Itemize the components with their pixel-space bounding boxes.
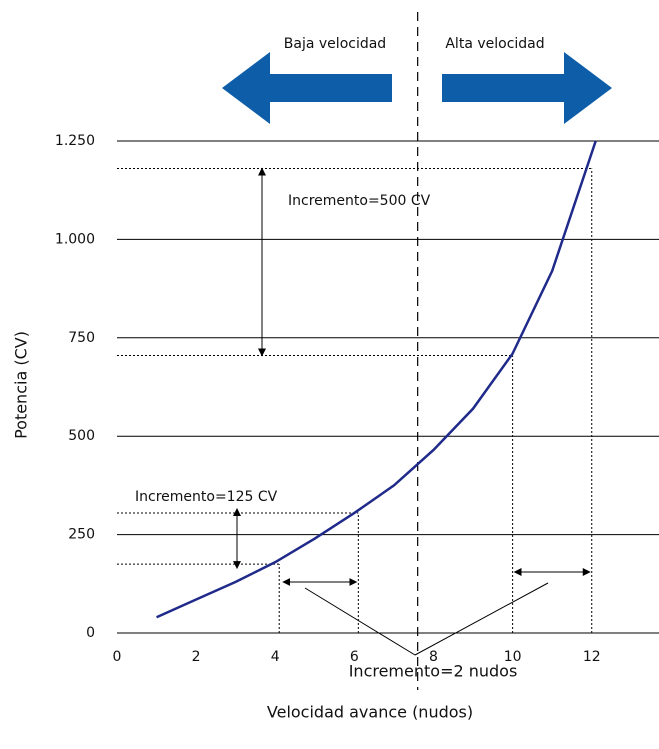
series-line — [156, 140, 597, 619]
annotation: Baja velocidad — [284, 36, 386, 52]
x-tick-label: 0 — [113, 649, 122, 665]
y-tick-label: 1.000 — [55, 231, 95, 247]
x-tick-label: 4 — [271, 649, 280, 665]
annotation: Alta velocidad — [445, 36, 544, 52]
pointer-line — [304, 587, 416, 656]
x-axis-label: Velocidad avance (nudos) — [267, 703, 473, 722]
y-tick-label: 0 — [86, 625, 95, 641]
x-tick-label: 12 — [583, 649, 601, 665]
y-tick-label: 500 — [68, 428, 95, 444]
y-tick-label: 250 — [68, 527, 95, 543]
pointer-line — [414, 582, 549, 656]
annotation: Incremento=500 CV — [288, 193, 431, 209]
annotation: Incremento=125 CV — [135, 489, 278, 505]
x-tick-label: 2 — [192, 649, 201, 665]
x-tick-label: 6 — [350, 649, 359, 665]
left-arrow — [222, 52, 392, 124]
y-tick-label: 750 — [68, 330, 95, 346]
x-tick-label: 8 — [429, 649, 438, 665]
annotation: Incremento=2 nudos — [349, 662, 518, 681]
x-tick-label: 10 — [504, 649, 522, 665]
y-tick-label: 1.250 — [55, 133, 95, 149]
right-arrow — [442, 52, 612, 124]
y-axis-label: Potencia (CV) — [12, 331, 31, 439]
